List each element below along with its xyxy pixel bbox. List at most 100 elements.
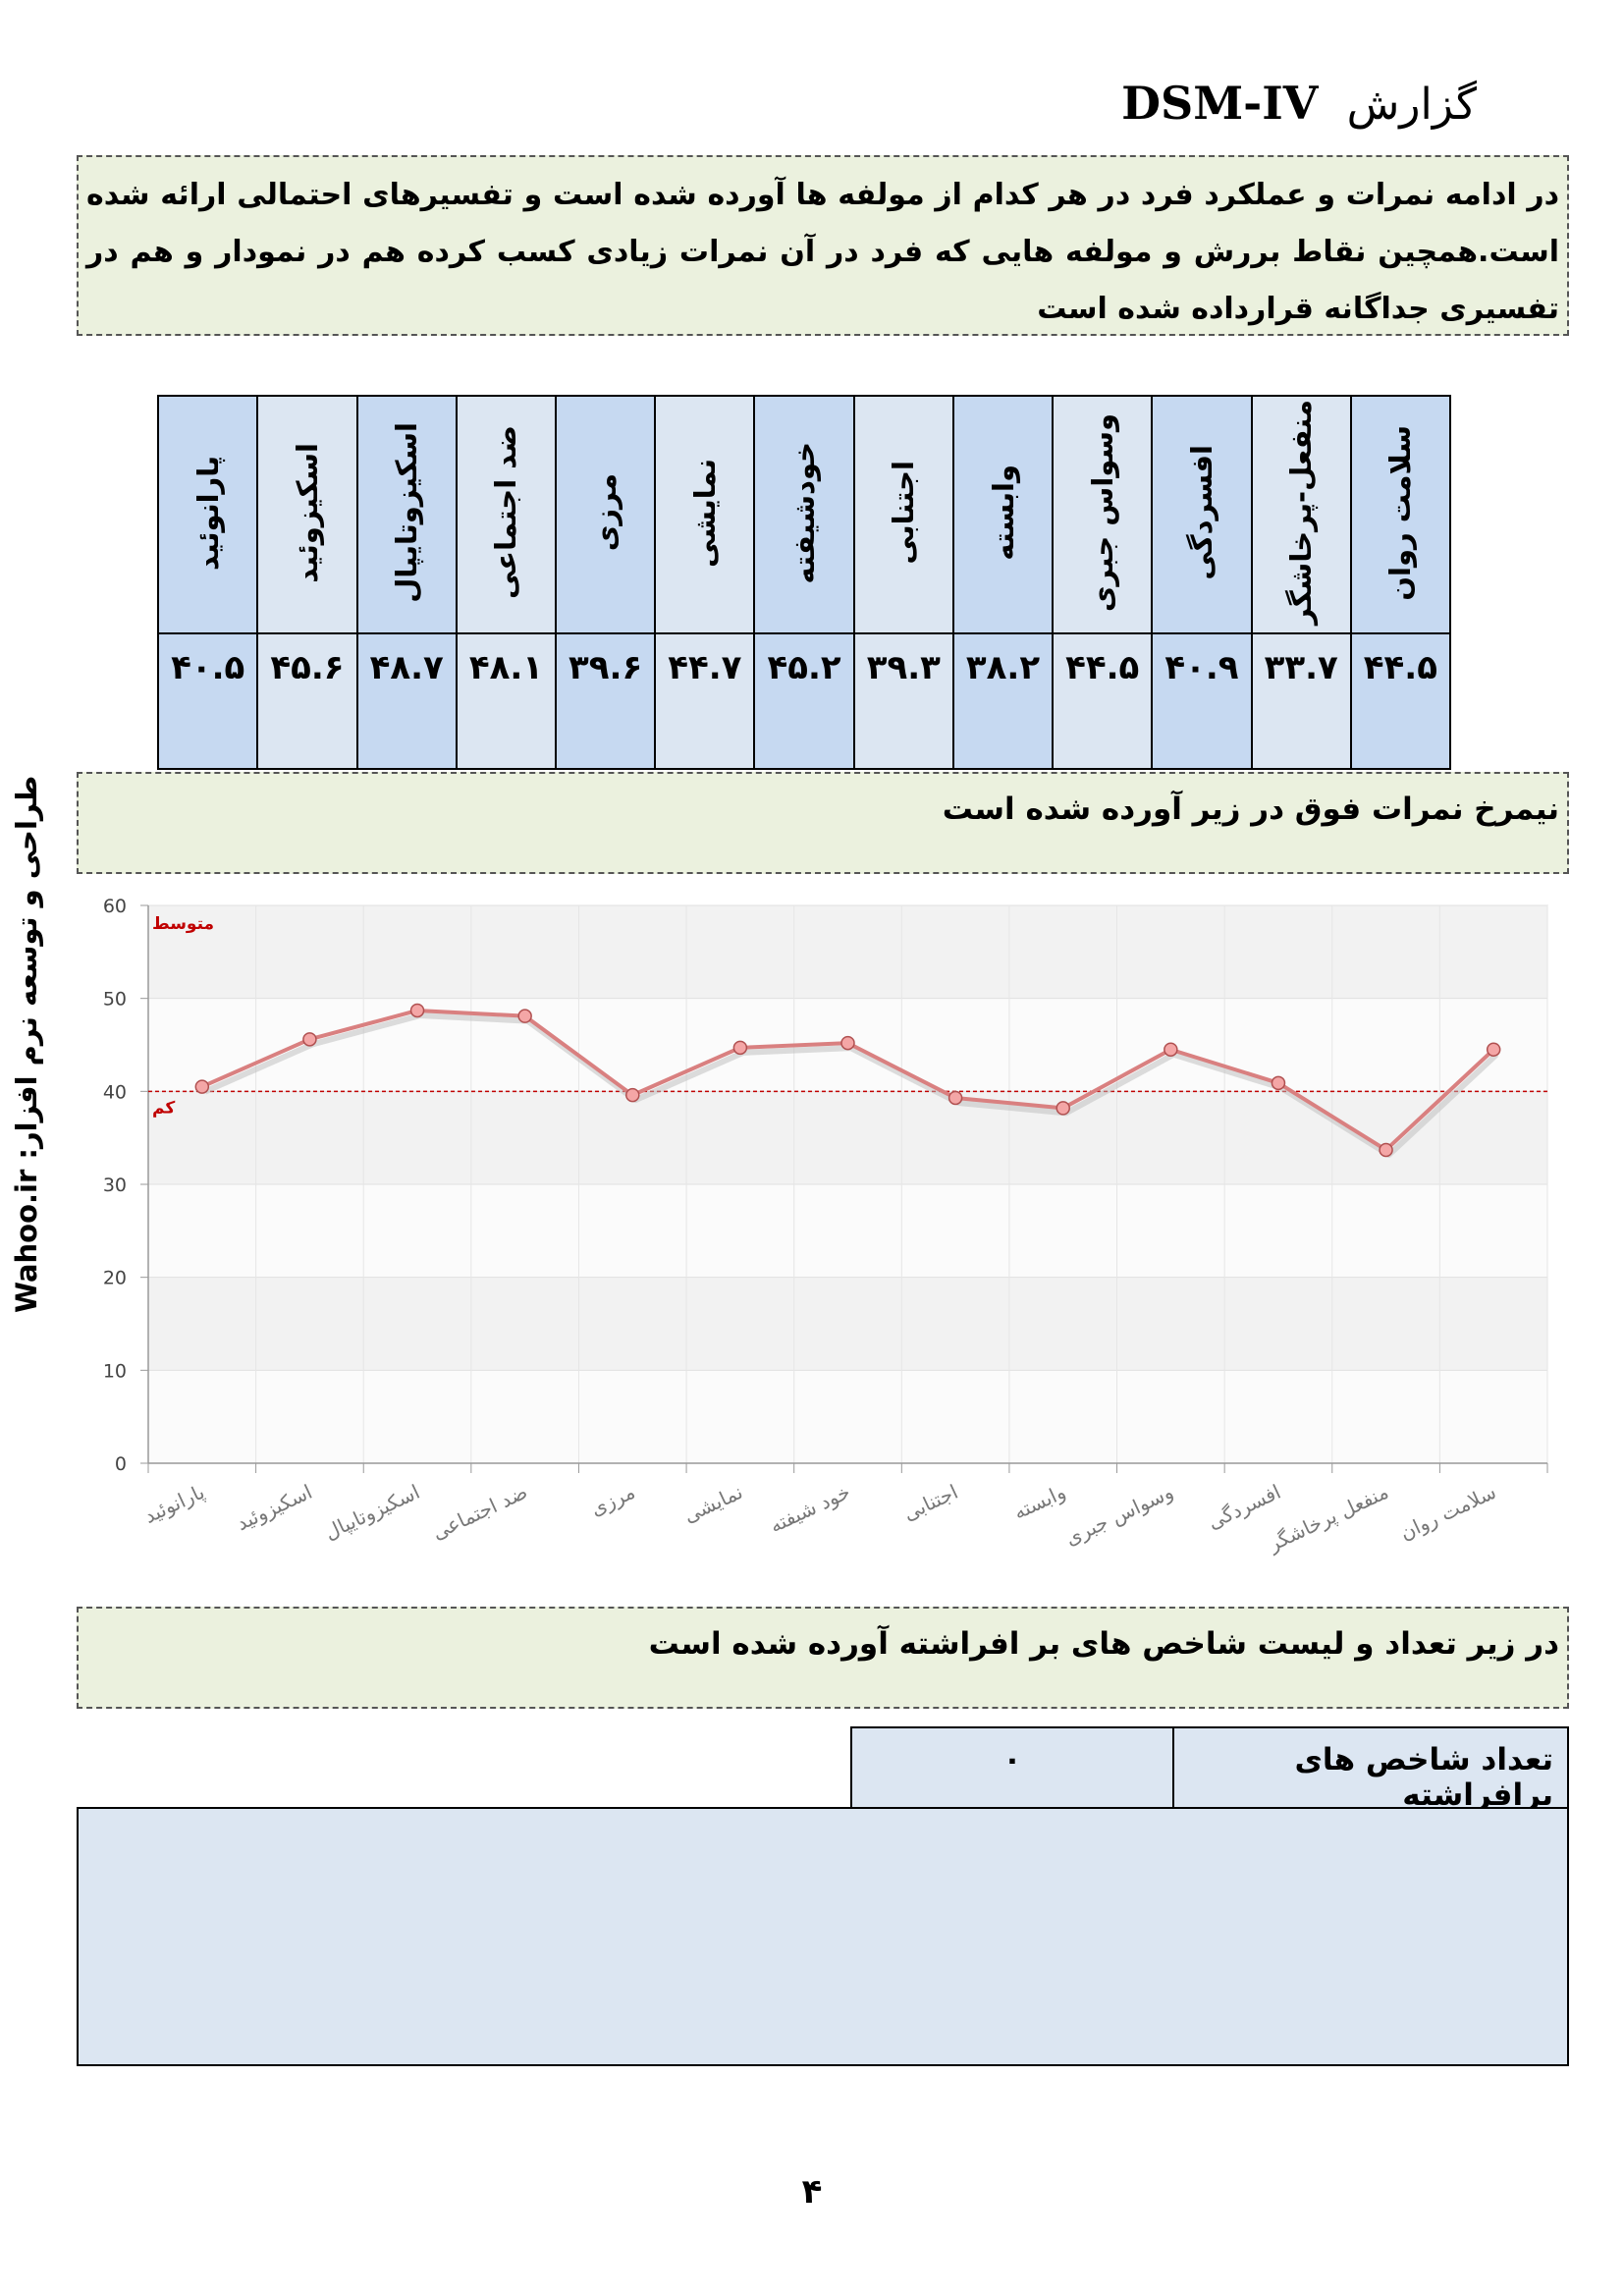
- scores-header-row: سلامت روان منفعل-پرخاشگر افسردگی وسواس ج…: [156, 395, 1452, 634]
- data-point: [840, 1035, 855, 1051]
- score-header-6: خودشیفته: [753, 395, 855, 634]
- score-header-11: اسکیزوئید: [256, 395, 358, 634]
- score-header-7: نمایشی: [654, 395, 756, 634]
- report-title: گزارش DSM-IV: [789, 77, 1477, 145]
- x-category-label: ضد اجتماعی: [428, 1480, 530, 1545]
- score-header-0: سلامت روان: [1349, 395, 1452, 634]
- score-label: نمایشی: [687, 458, 722, 568]
- elevated-text: در زیر تعداد و لیست شاخص های بر افراشته …: [648, 1626, 1559, 1662]
- score-header-3: وسواس جبری: [1052, 395, 1154, 634]
- score-value-12: ۴۰.۵: [156, 632, 259, 770]
- score-header-2: افسردگی: [1151, 395, 1253, 634]
- score-header-12: پارانوئید: [156, 395, 259, 634]
- x-category-label: وابسته: [1010, 1480, 1069, 1524]
- x-category-label: اسکیزوئید: [233, 1480, 316, 1535]
- chart-categories: پارانوئید اسکیزوئید اسکیزوتایپال ضد اجتماعی…: [140, 1480, 1499, 1558]
- score-value-10: ۴۸.۷: [355, 632, 458, 770]
- score-value-4: ۳۸.۲: [951, 632, 1055, 770]
- y-tick-label: 0: [115, 1453, 127, 1475]
- x-category-label: اسکیزوتایپال: [321, 1480, 424, 1546]
- x-category-label: سلامت روان: [1396, 1480, 1499, 1545]
- score-header-1: منفعل-پرخاشگر: [1250, 395, 1352, 634]
- score-value-11: ۴۵.۶: [256, 632, 358, 770]
- data-point: [1164, 1042, 1178, 1057]
- grid-band: [148, 1091, 1547, 1184]
- score-label: خودشیفته: [787, 441, 822, 584]
- data-point: [409, 1003, 425, 1018]
- data-point: [302, 1032, 317, 1047]
- x-category-label: وسواس جبری: [1061, 1480, 1176, 1551]
- score-value-9: ۴۸.۱: [455, 632, 558, 770]
- elevated-count-label: تعداد شاخص های برافراشته: [1172, 1726, 1569, 1815]
- score-value-7: ۴۴.۷: [654, 632, 756, 770]
- elevated-count-value: ۰: [850, 1726, 1174, 1815]
- elevated-count-table: تعداد شاخص های برافراشته ۰: [850, 1726, 1569, 1815]
- score-value-3: ۴۴.۵: [1052, 632, 1154, 770]
- score-label: منفعل-پرخاشگر: [1284, 400, 1319, 626]
- score-value-1: ۳۳.۷: [1250, 632, 1352, 770]
- score-label: اجتنابی: [887, 461, 921, 565]
- x-category-label: منفعل پرخاشگر: [1264, 1480, 1392, 1558]
- chart-reference: کم متوسط: [148, 914, 1547, 1118]
- x-category-label: افسردگی: [1204, 1480, 1284, 1534]
- score-header-9: ضد اجتماعی: [455, 395, 558, 634]
- score-label: ضد اجتماعی: [489, 425, 523, 600]
- profile-box: نیمرخ نمرات فوق در زیر آورده شده است: [77, 772, 1569, 874]
- title-word: گزارش: [1346, 80, 1477, 130]
- elevated-list-box: [77, 1807, 1569, 2066]
- y-tick-label: 30: [103, 1175, 127, 1196]
- intro-box: در ادامه نمرات و عملکرد فرد در هر کدام ا…: [77, 155, 1569, 336]
- x-category-label: نمایشی: [679, 1480, 746, 1528]
- score-header-4: وابسته: [951, 395, 1055, 634]
- data-point: [194, 1079, 210, 1094]
- profile-text: نیمرخ نمرات فوق در زیر آورده شده است: [942, 792, 1559, 827]
- score-value-8: ۳۹.۶: [555, 632, 657, 770]
- data-point: [517, 1009, 532, 1023]
- chart-axis: 0 10 20 30 40 50 60: [103, 896, 1548, 1475]
- y-tick-label: 50: [103, 989, 127, 1011]
- data-point: [1379, 1142, 1393, 1158]
- elevated-count-row: تعداد شاخص های برافراشته ۰: [850, 1726, 1569, 1815]
- score-value-2: ۴۰.۹: [1151, 632, 1253, 770]
- data-point: [947, 1090, 963, 1106]
- score-label: افسردگی: [1184, 445, 1218, 580]
- data-point: [1056, 1101, 1070, 1116]
- page-number: ۴: [801, 2172, 823, 2212]
- score-value-0: ۴۴.۵: [1349, 632, 1452, 770]
- x-category-label: اجتنابی: [899, 1480, 961, 1525]
- x-category-label: پارانوئید: [140, 1480, 208, 1529]
- data-point: [1486, 1042, 1501, 1057]
- score-label: اسکیزوئید: [290, 442, 324, 583]
- y-tick-label: 60: [103, 896, 127, 917]
- y-tick-label: 10: [103, 1360, 127, 1382]
- score-label: مرزی: [588, 473, 623, 552]
- reference-label-mid: متوسط: [152, 914, 214, 934]
- chart-grid: [147, 904, 1548, 1464]
- score-header-10: اسکیزوتایپال: [355, 395, 458, 634]
- score-label: وسواس جبری: [1085, 412, 1119, 613]
- x-category-label: خود شیفته: [766, 1480, 854, 1538]
- score-label: وابسته: [986, 465, 1020, 561]
- score-label: اسکیزوتایپال: [390, 422, 424, 603]
- chart-series: [194, 1003, 1501, 1158]
- score-value-6: ۴۵.۲: [753, 632, 855, 770]
- title-code: DSM-IV: [1121, 77, 1319, 130]
- score-header-5: اجتنابی: [852, 395, 954, 634]
- grid-band: [148, 1277, 1547, 1371]
- x-category-label: مرزی: [587, 1480, 639, 1521]
- y-tick-label: 20: [103, 1268, 127, 1289]
- score-value-5: ۳۹.۳: [852, 632, 954, 770]
- data-point: [732, 1040, 748, 1056]
- grid-band: [148, 905, 1547, 999]
- intro-text: در ادامه نمرات و عملکرد فرد در هر کدام ا…: [86, 178, 1559, 326]
- score-label: پارانوئید: [190, 455, 225, 571]
- profile-chart: 0 10 20 30 40 50 60 کم متوسط پارانوئید اسکیزوئید…: [103, 896, 1548, 1558]
- reference-label-low: کم: [152, 1098, 175, 1118]
- data-point: [1271, 1075, 1286, 1091]
- scores-value-row: ۴۴.۵ ۳۳.۷ ۴۰.۹ ۴۴.۵ ۳۸.۲ ۳۹.۳ ۴۵.۲ ۴۴.۷ …: [156, 632, 1452, 770]
- elevated-box: در زیر تعداد و لیست شاخص های بر افراشته …: [77, 1607, 1569, 1709]
- score-header-8: مرزی: [555, 395, 657, 634]
- data-point: [625, 1087, 640, 1103]
- score-label: سلامت روان: [1383, 424, 1418, 601]
- scores-table: سلامت روان منفعل-پرخاشگر افسردگی وسواس ج…: [156, 395, 1452, 770]
